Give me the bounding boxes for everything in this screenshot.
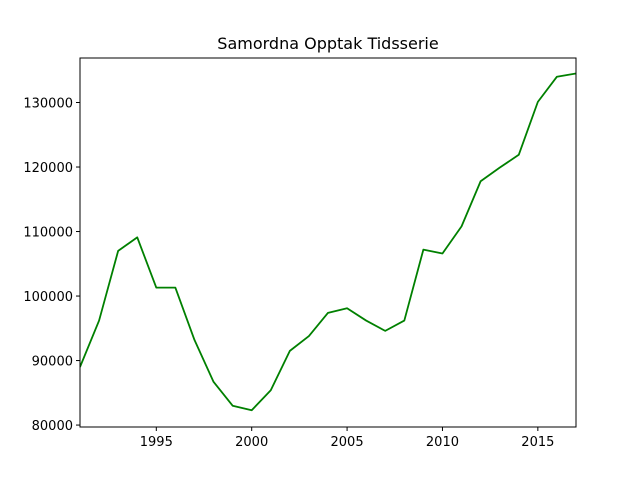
y-tick-label: 110000 [23,226,73,241]
x-axis: 1995 2000 2005 2010 2015 [140,427,554,450]
x-tick-label: 2000 [235,435,268,450]
x-tick-label: 1995 [140,435,173,450]
x-tick-label: 2015 [521,435,554,450]
y-tick-label: 130000 [23,97,73,112]
plot-area [80,72,576,412]
y-tick-label: 90000 [32,355,73,370]
y-tick-label: 120000 [23,161,73,176]
plot-frame [79,57,577,428]
x-tick-label: 2005 [331,435,364,450]
y-tick-label: 100000 [23,290,73,305]
y-axis: 80000 90000 100000 110000 120000 130000 [23,97,80,434]
chart-title: Samordna Opptak Tidsserie [217,34,438,53]
series-line-0 [80,72,576,412]
x-tick-label: 2010 [426,435,459,450]
y-tick-label: 80000 [32,419,73,434]
